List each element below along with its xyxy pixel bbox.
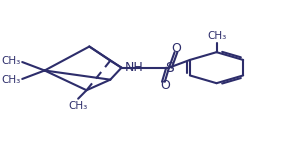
Text: NH: NH: [125, 61, 144, 74]
Text: O: O: [160, 79, 170, 92]
Text: CH₃: CH₃: [207, 31, 226, 41]
Text: CH₃: CH₃: [69, 101, 88, 111]
Text: O: O: [171, 42, 181, 55]
Text: CH₃: CH₃: [1, 75, 21, 85]
Text: S: S: [165, 61, 173, 75]
Text: CH₃: CH₃: [1, 56, 21, 66]
